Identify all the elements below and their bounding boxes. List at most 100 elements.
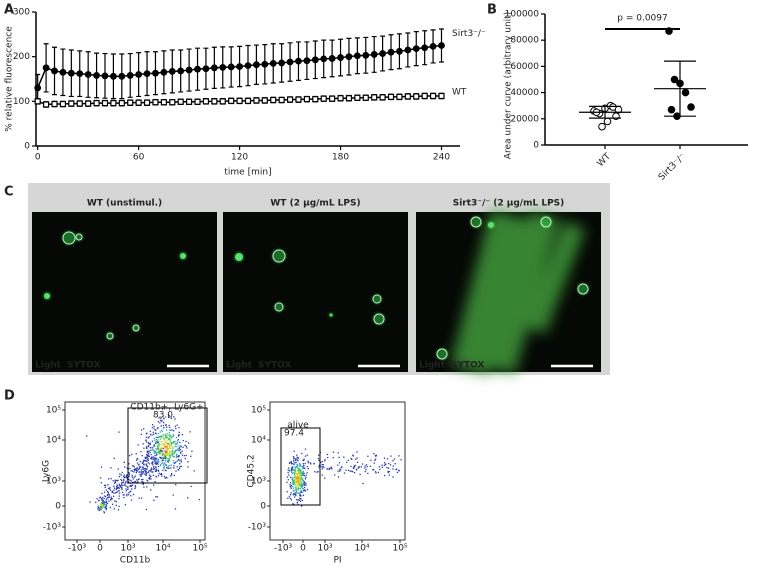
event-dot <box>304 448 307 450</box>
event-dot <box>115 504 118 506</box>
event-dot <box>163 456 166 458</box>
event-dot <box>104 496 107 498</box>
event-dot <box>149 478 151 480</box>
event-dot <box>163 457 165 459</box>
event-dot <box>152 464 154 466</box>
point <box>169 99 176 106</box>
event-dot <box>160 448 163 450</box>
event-dot <box>137 481 139 483</box>
point <box>211 98 218 105</box>
event-dot <box>297 457 300 459</box>
event-dot <box>138 471 140 473</box>
event-dot <box>173 474 175 477</box>
cell <box>75 233 83 241</box>
event-dot <box>150 471 152 473</box>
point <box>438 92 445 100</box>
event-dot <box>162 454 165 456</box>
event-dot <box>107 487 110 489</box>
x-axis-label: PI <box>333 556 341 566</box>
event-dot <box>190 455 192 458</box>
event-dot <box>169 435 171 437</box>
event-dot <box>161 444 163 446</box>
channel-label: Light <box>35 361 62 371</box>
event-dot <box>126 474 128 476</box>
event-dot <box>129 491 131 493</box>
event-dot <box>114 479 116 481</box>
event-dot <box>122 484 124 487</box>
cell-glow <box>373 313 385 325</box>
event-dot <box>298 473 301 475</box>
event-dot <box>174 450 177 452</box>
event-dot <box>291 467 293 469</box>
event-dot <box>157 439 159 441</box>
event-dot <box>136 470 138 472</box>
event-dot <box>177 455 180 458</box>
event-dot <box>164 447 166 449</box>
event-dot <box>126 493 128 495</box>
event-dot <box>364 470 366 473</box>
event-dot <box>123 476 126 478</box>
event-dot <box>142 481 144 483</box>
cell <box>373 313 385 325</box>
point <box>371 94 378 101</box>
event-dot <box>122 491 124 494</box>
event-dot <box>172 442 174 444</box>
event-dot <box>288 496 291 498</box>
event-dot <box>149 433 152 436</box>
event-dot <box>180 460 182 463</box>
event-dot <box>157 465 160 468</box>
event-dot <box>125 481 127 484</box>
event-dot <box>155 468 157 471</box>
event-dot <box>152 458 155 461</box>
event-dot <box>291 463 293 465</box>
event-dot <box>86 435 88 437</box>
event-dot <box>396 471 399 474</box>
event-dot <box>166 447 168 449</box>
event-dot <box>296 473 298 475</box>
event-dot <box>146 447 148 450</box>
sd-bar <box>589 105 621 119</box>
event-dot <box>347 469 350 472</box>
event-dot <box>318 466 320 468</box>
point <box>311 56 319 64</box>
event-dot <box>298 479 300 482</box>
event-dot <box>135 453 137 455</box>
event-dot <box>297 488 299 490</box>
event-dot <box>151 447 153 449</box>
point <box>362 94 369 101</box>
event-dot <box>144 469 146 472</box>
event-dot <box>112 495 115 497</box>
point <box>603 117 612 126</box>
event-dot <box>160 420 163 422</box>
event-dot <box>173 467 175 469</box>
event-dot <box>178 426 180 429</box>
event-dot <box>291 478 293 481</box>
event-dot <box>140 469 142 471</box>
event-dot <box>142 478 144 481</box>
event-dot <box>386 466 388 469</box>
event-dot <box>170 443 172 445</box>
event-dot <box>105 509 107 511</box>
event-dot <box>168 432 171 434</box>
event-dot <box>294 476 296 478</box>
x-tick-label: 240 <box>433 153 450 163</box>
event-dot <box>146 486 148 488</box>
event-dot <box>169 426 171 429</box>
event-dot <box>288 470 291 472</box>
event-dot <box>166 452 169 454</box>
event-dot <box>365 468 367 471</box>
event-dot <box>137 458 139 460</box>
event-dot <box>157 475 160 477</box>
event-dot <box>133 471 135 473</box>
event-dot <box>300 498 302 500</box>
point <box>328 55 336 62</box>
event-dot <box>153 484 155 486</box>
event-dot <box>160 417 162 420</box>
event-dot <box>118 431 120 433</box>
event-dot <box>146 458 149 460</box>
event-dot <box>299 478 301 481</box>
event-dot <box>135 459 138 461</box>
event-dot <box>337 464 339 466</box>
event-dot <box>120 478 122 481</box>
y-tick-label: -10³ <box>43 523 62 533</box>
